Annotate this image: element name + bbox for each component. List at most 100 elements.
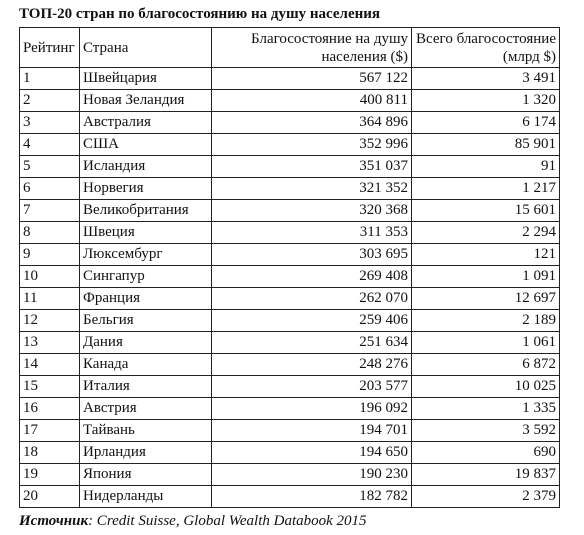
cell-total: 6 174 — [411, 111, 560, 134]
cell-total: 1 091 — [411, 265, 560, 288]
cell-per-capita: 248 276 — [211, 353, 412, 376]
cell-total: 1 335 — [411, 397, 560, 420]
cell-country: Великобритания — [79, 199, 212, 222]
cell-rank: 15 — [19, 375, 80, 398]
cell-total: 91 — [411, 155, 560, 178]
cell-country: Ирландия — [79, 441, 212, 464]
cell-per-capita: 351 037 — [211, 155, 412, 178]
cell-country: Исландия — [79, 155, 212, 178]
cell-rank: 14 — [19, 353, 80, 376]
header-per-capita: Благосостояние на душу населения ($) — [211, 27, 412, 68]
cell-per-capita: 303 695 — [211, 243, 412, 266]
cell-country: Швейцария — [79, 67, 212, 90]
table-row: 14 Канада 248 276 6 872 — [19, 353, 560, 376]
cell-country: Тайвань — [79, 419, 212, 442]
table-row: 17 Тайвань 194 701 3 592 — [19, 419, 560, 442]
cell-rank: 17 — [19, 419, 80, 442]
cell-country: Новая Зеландия — [79, 89, 212, 112]
cell-country: Австрия — [79, 397, 212, 420]
cell-rank: 9 — [19, 243, 80, 266]
cell-country: Италия — [79, 375, 212, 398]
cell-per-capita: 190 230 — [211, 463, 412, 486]
cell-country: Франция — [79, 287, 212, 310]
table-row: 11 Франция 262 070 12 697 — [19, 287, 560, 310]
cell-rank: 16 — [19, 397, 80, 420]
cell-total: 6 872 — [411, 353, 560, 376]
table-row: 4 США 352 996 85 901 — [19, 133, 560, 156]
cell-per-capita: 311 353 — [211, 221, 412, 244]
table-row: 15 Италия 203 577 10 025 — [19, 375, 560, 398]
cell-per-capita: 352 996 — [211, 133, 412, 156]
table-row: 6 Норвегия 321 352 1 217 — [19, 177, 560, 200]
cell-rank: 20 — [19, 485, 80, 508]
cell-total: 2 294 — [411, 221, 560, 244]
cell-total: 19 837 — [411, 463, 560, 486]
table-body: 1 Швейцария 567 122 3 491 2 Новая Зеландия 400… — [19, 67, 560, 508]
cell-per-capita: 194 650 — [211, 441, 412, 464]
table-row: 3 Австралия 364 896 6 174 — [19, 111, 560, 134]
cell-rank: 2 — [19, 89, 80, 112]
cell-rank: 4 — [19, 133, 80, 156]
cell-per-capita: 194 701 — [211, 419, 412, 442]
cell-country: Дания — [79, 331, 212, 354]
table-row: 8 Швеция 311 353 2 294 — [19, 221, 560, 244]
table-row: 13 Дания 251 634 1 061 — [19, 331, 560, 354]
table-header-row: Рейтинг Страна Благосостояние на душу на… — [19, 27, 560, 68]
cell-total: 690 — [411, 441, 560, 464]
cell-country: Сингапур — [79, 265, 212, 288]
cell-per-capita: 320 368 — [211, 199, 412, 222]
cell-total: 3 592 — [411, 419, 560, 442]
cell-country: Канада — [79, 353, 212, 376]
cell-total: 1 061 — [411, 331, 560, 354]
cell-per-capita: 251 634 — [211, 331, 412, 354]
cell-total: 2 379 — [411, 485, 560, 508]
cell-total: 10 025 — [411, 375, 560, 398]
cell-total: 12 697 — [411, 287, 560, 310]
cell-country: Нидерланды — [79, 485, 212, 508]
cell-total: 121 — [411, 243, 560, 266]
cell-rank: 8 — [19, 221, 80, 244]
table-row: 16 Австрия 196 092 1 335 — [19, 397, 560, 420]
header-rank: Рейтинг — [19, 27, 80, 68]
cell-country: Люксембург — [79, 243, 212, 266]
cell-per-capita: 182 782 — [211, 485, 412, 508]
table-row: 7 Великобритания 320 368 15 601 — [19, 199, 560, 222]
cell-rank: 7 — [19, 199, 80, 222]
cell-per-capita: 259 406 — [211, 309, 412, 332]
cell-country: Австралия — [79, 111, 212, 134]
cell-rank: 12 — [19, 309, 80, 332]
table-row: 18 Ирландия 194 650 690 — [19, 441, 560, 464]
cell-country: Швеция — [79, 221, 212, 244]
cell-rank: 11 — [19, 287, 80, 310]
cell-rank: 18 — [19, 441, 80, 464]
cell-total: 85 901 — [411, 133, 560, 156]
cell-per-capita: 400 811 — [211, 89, 412, 112]
source-note: Источник: Credit Suisse, Global Wealth D… — [19, 511, 367, 531]
wealth-table: Рейтинг Страна Благосостояние на душу на… — [19, 27, 560, 508]
cell-total: 1 320 — [411, 89, 560, 112]
table-row: 1 Швейцария 567 122 3 491 — [19, 67, 560, 90]
cell-per-capita: 203 577 — [211, 375, 412, 398]
table-row: 2 Новая Зеландия 400 811 1 320 — [19, 89, 560, 112]
cell-total: 15 601 — [411, 199, 560, 222]
cell-rank: 1 — [19, 67, 80, 90]
cell-rank: 19 — [19, 463, 80, 486]
cell-country: Бельгия — [79, 309, 212, 332]
cell-rank: 5 — [19, 155, 80, 178]
cell-country: Япония — [79, 463, 212, 486]
table-row: 5 Исландия 351 037 91 — [19, 155, 560, 178]
cell-country: Норвегия — [79, 177, 212, 200]
header-total: Всего благосостояние (млрд $) — [411, 27, 560, 68]
table-row: 10 Сингапур 269 408 1 091 — [19, 265, 560, 288]
cell-per-capita: 196 092 — [211, 397, 412, 420]
table-row: 19 Япония 190 230 19 837 — [19, 463, 560, 486]
cell-per-capita: 262 070 — [211, 287, 412, 310]
cell-rank: 6 — [19, 177, 80, 200]
cell-per-capita: 567 122 — [211, 67, 412, 90]
table-row: 12 Бельгия 259 406 2 189 — [19, 309, 560, 332]
cell-rank: 13 — [19, 331, 80, 354]
cell-country: США — [79, 133, 212, 156]
cell-rank: 3 — [19, 111, 80, 134]
source-label: Источник — [19, 513, 89, 529]
header-country: Страна — [79, 27, 212, 68]
